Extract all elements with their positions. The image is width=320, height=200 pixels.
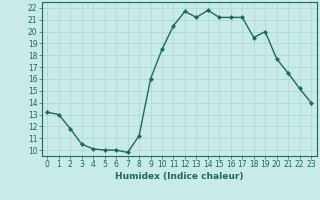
X-axis label: Humidex (Indice chaleur): Humidex (Indice chaleur) — [115, 172, 244, 181]
